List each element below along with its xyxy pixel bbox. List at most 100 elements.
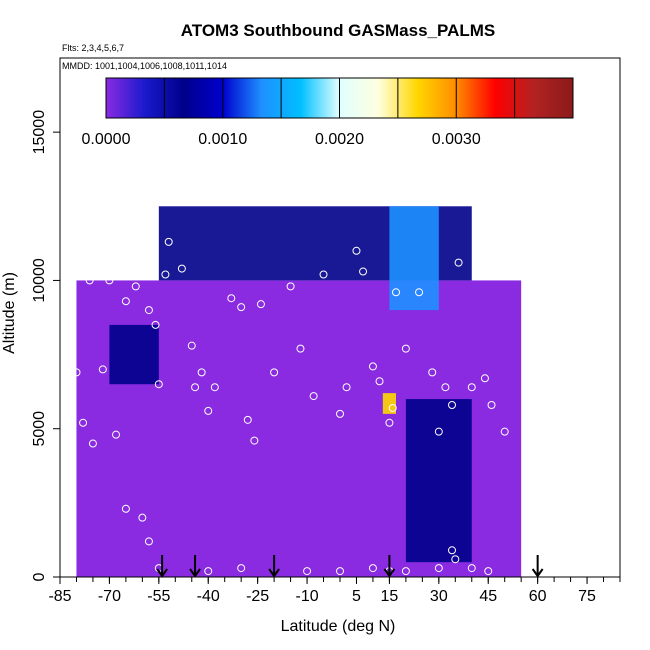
data-point bbox=[204, 567, 213, 576]
y-tick-label: 0 bbox=[31, 572, 48, 581]
x-tick-label: 45 bbox=[479, 588, 497, 605]
data-point bbox=[270, 368, 279, 377]
data-point bbox=[309, 392, 318, 401]
x-tick-label: -10 bbox=[295, 588, 318, 605]
data-point bbox=[112, 430, 120, 439]
colorbar: 0.0000 0.0010 0.0020 0.0030 bbox=[82, 77, 574, 148]
data-point bbox=[484, 567, 493, 576]
data-point bbox=[448, 546, 456, 555]
data-point bbox=[451, 555, 460, 564]
data-point bbox=[187, 341, 196, 350]
data-point bbox=[243, 415, 252, 424]
data-point bbox=[342, 383, 351, 392]
data-point bbox=[98, 365, 107, 374]
data-point bbox=[428, 368, 437, 377]
heatmap-cell bbox=[405, 399, 472, 563]
data-point bbox=[441, 383, 450, 392]
chart-title: ATOM3 Southbound GASMass_PALMS bbox=[181, 21, 496, 40]
x-tick-label: 5 bbox=[352, 588, 361, 605]
data-point bbox=[161, 270, 170, 279]
data-point bbox=[121, 297, 130, 306]
x-tick-label: -85 bbox=[48, 588, 71, 605]
data-point bbox=[138, 513, 147, 522]
colorbar-tick-label: 0.0030 bbox=[432, 131, 481, 148]
data-point bbox=[204, 406, 213, 415]
x-tick-label: 15 bbox=[381, 588, 399, 605]
data-point bbox=[72, 368, 81, 377]
data-point bbox=[151, 320, 160, 329]
colorbar-tick-label: 0.0010 bbox=[198, 131, 247, 148]
data-point bbox=[303, 567, 312, 576]
data-point bbox=[375, 377, 384, 386]
arrow-head bbox=[189, 568, 201, 578]
data-point bbox=[385, 418, 394, 427]
data-point bbox=[105, 276, 114, 285]
data-point bbox=[467, 564, 476, 573]
x-tick-label: 60 bbox=[529, 588, 547, 605]
data-point bbox=[88, 439, 97, 448]
x-tick-label: -25 bbox=[246, 588, 269, 605]
data-point bbox=[237, 564, 246, 573]
x-tick-label: -40 bbox=[197, 588, 220, 605]
heatmap-cell bbox=[382, 393, 396, 414]
data-point bbox=[401, 567, 410, 576]
data-point bbox=[177, 264, 186, 273]
data-point bbox=[480, 374, 489, 383]
data-point bbox=[144, 306, 153, 315]
data-point bbox=[85, 276, 94, 285]
data-point bbox=[164, 237, 173, 246]
data-point bbox=[191, 383, 200, 392]
data-point bbox=[368, 564, 377, 573]
x-tick-label: 75 bbox=[578, 588, 596, 605]
x-axis: -85 -70 -55 -40 -25 -10 5 15 30 45 60 75 bbox=[48, 577, 621, 605]
data-point bbox=[144, 537, 153, 546]
data-point bbox=[256, 300, 265, 309]
data-point bbox=[296, 344, 305, 353]
data-point bbox=[500, 427, 509, 436]
x-tick-label: -55 bbox=[147, 588, 170, 605]
data-point bbox=[131, 282, 140, 291]
data-point bbox=[368, 362, 377, 371]
data-point bbox=[434, 564, 443, 573]
data-point bbox=[352, 246, 361, 255]
data-point bbox=[121, 504, 130, 513]
arrow-head bbox=[156, 568, 168, 578]
data-point bbox=[392, 288, 400, 297]
data-point bbox=[336, 409, 344, 418]
data-point bbox=[454, 258, 463, 267]
data-point bbox=[237, 303, 246, 312]
data-point bbox=[336, 567, 344, 576]
y-tick-label: 5000 bbox=[31, 411, 48, 447]
y-tick-label: 15000 bbox=[31, 110, 48, 155]
data-point bbox=[197, 368, 206, 377]
dates-label: MMDD: 1001,1004,1006,1008,1011,1014 bbox=[62, 61, 227, 71]
heatmap-cell bbox=[389, 206, 439, 311]
data-point bbox=[467, 383, 476, 392]
data-point bbox=[319, 270, 328, 279]
data-point bbox=[487, 400, 496, 409]
heatmap-cell bbox=[109, 324, 159, 385]
data-point bbox=[286, 282, 295, 291]
data-point bbox=[388, 403, 397, 412]
colorbar-tick-label: 0.0000 bbox=[82, 131, 131, 148]
data-point bbox=[250, 436, 259, 445]
data-point bbox=[415, 288, 424, 297]
x-tick-label: -70 bbox=[98, 588, 121, 605]
y-tick-label: 10000 bbox=[31, 258, 48, 303]
latitude-markers bbox=[156, 555, 544, 578]
data-point bbox=[227, 294, 236, 303]
data-point bbox=[474, 261, 483, 270]
colorbar-tick-label: 0.0020 bbox=[315, 131, 364, 148]
x-axis-label: Latitude (deg N) bbox=[281, 618, 396, 635]
y-axis-label: Altitude (m) bbox=[1, 272, 18, 354]
data-point bbox=[359, 267, 368, 276]
plot-area bbox=[59, 57, 621, 578]
data-point bbox=[448, 400, 456, 409]
y-axis: 0 5000 10000 15000 bbox=[31, 110, 60, 581]
flights-label: Flts: 2,3,4,5,6,7 bbox=[62, 43, 124, 53]
arrow-head bbox=[383, 568, 396, 578]
data-point bbox=[210, 383, 219, 392]
data-point bbox=[79, 418, 88, 427]
data-point bbox=[401, 344, 410, 353]
